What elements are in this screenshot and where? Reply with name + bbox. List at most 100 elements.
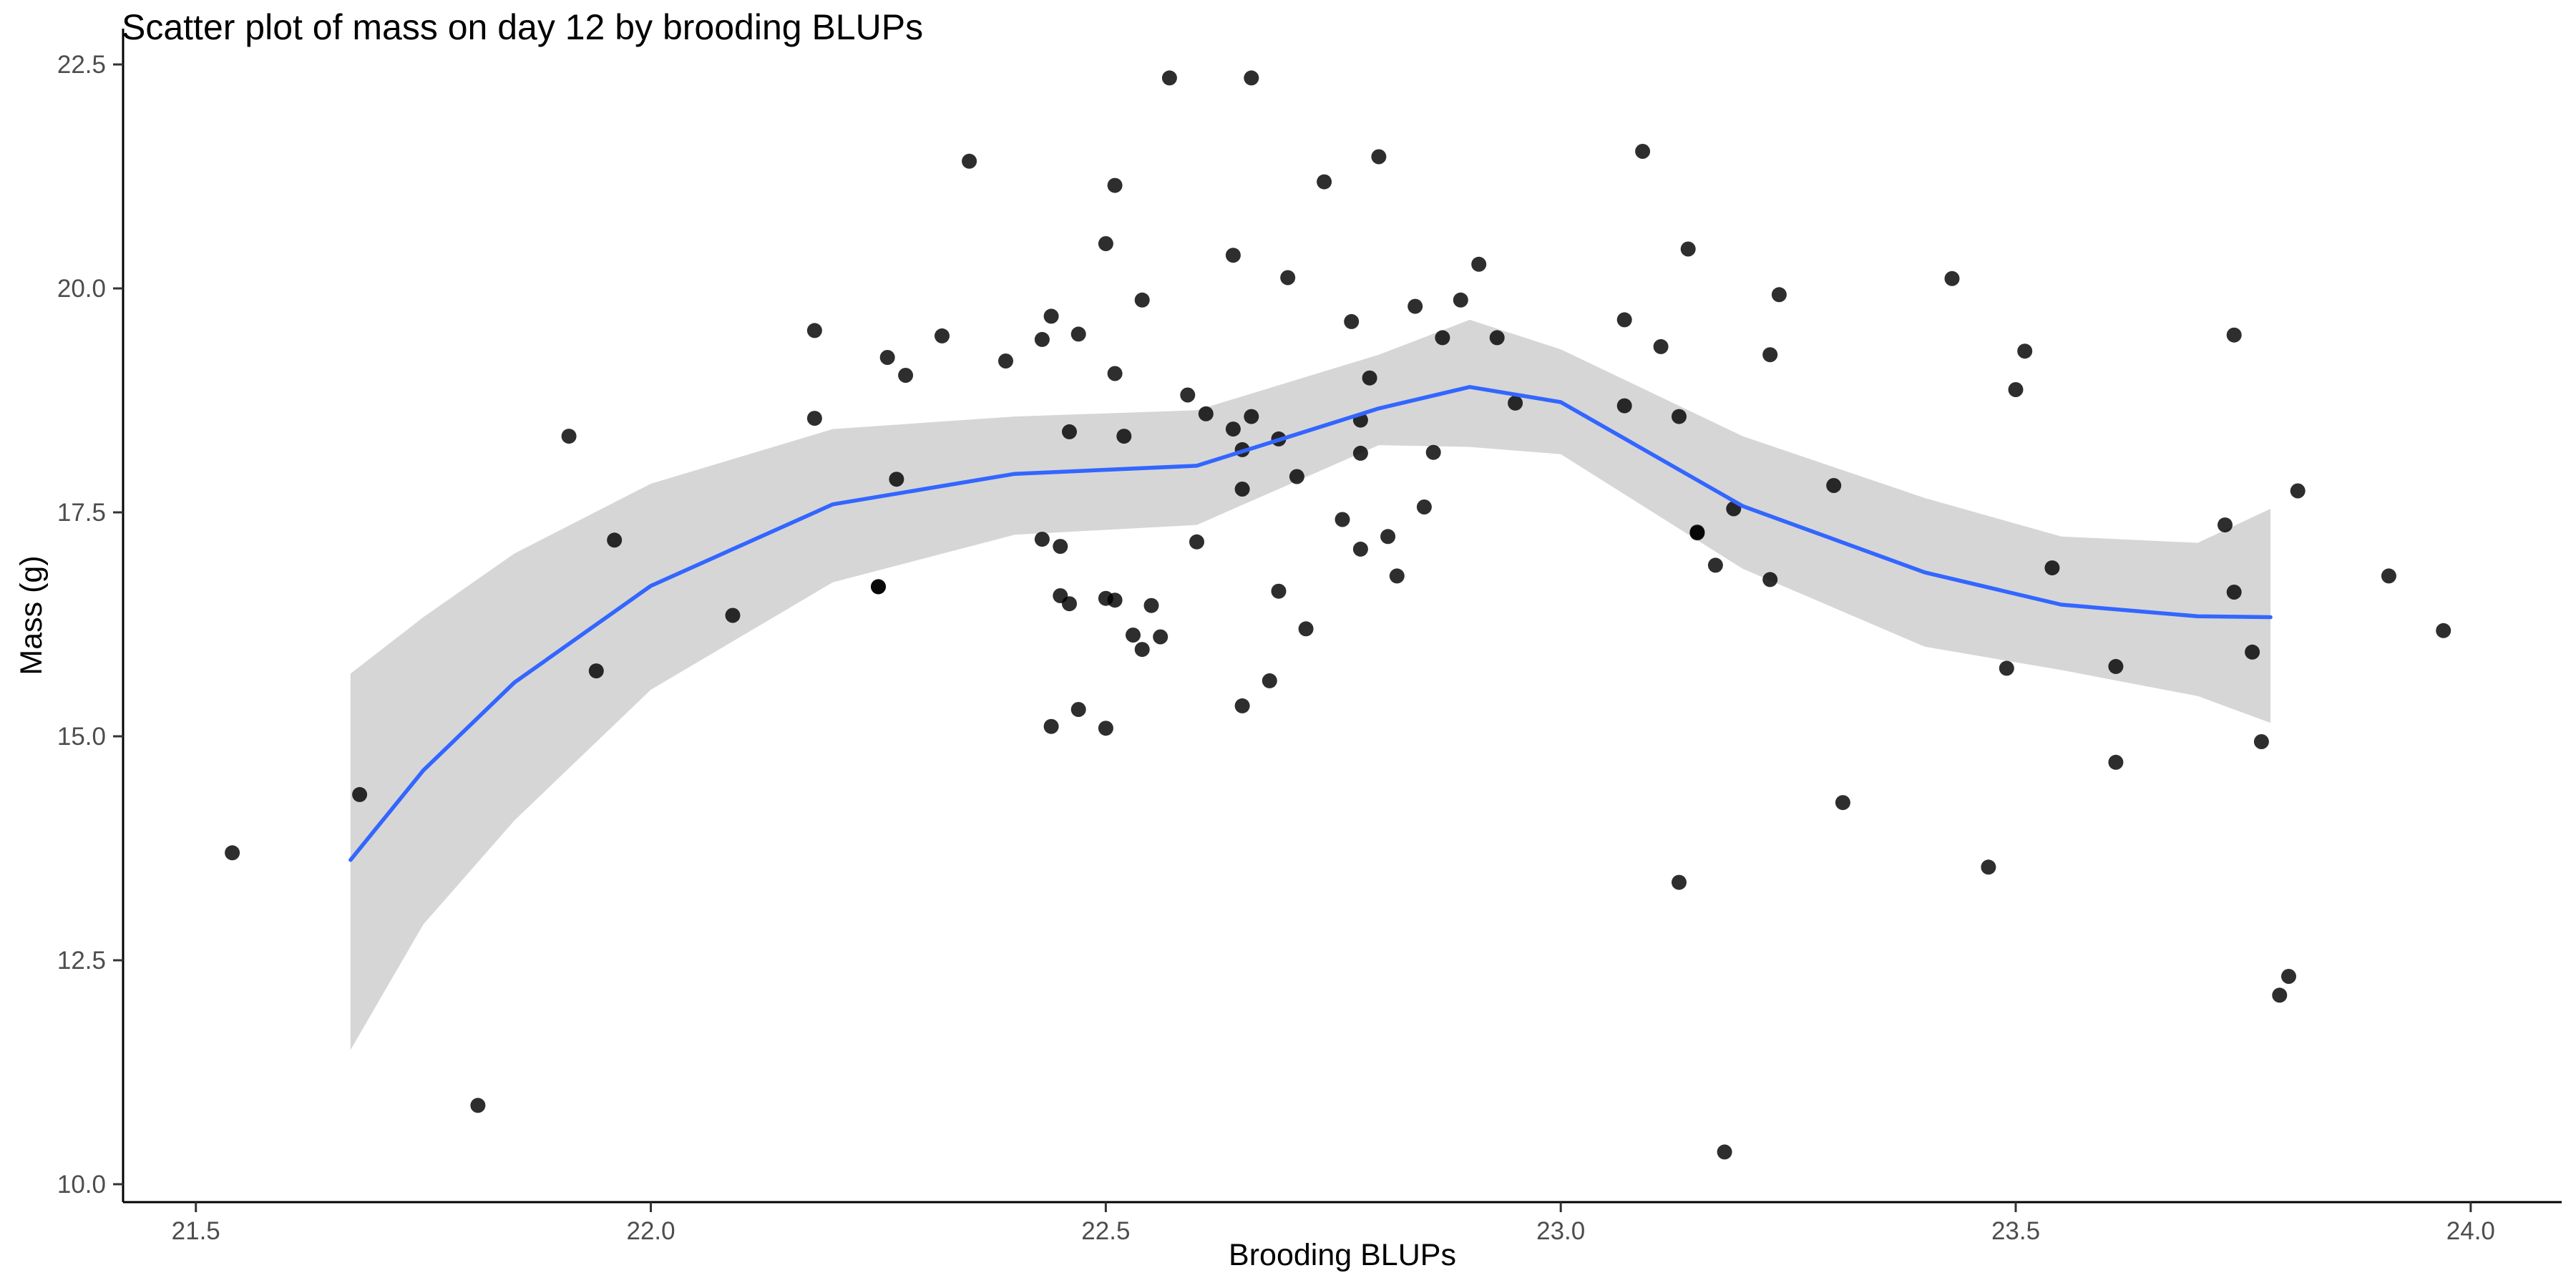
data-point [1107, 366, 1123, 381]
data-point [1672, 409, 1687, 424]
data-point [1134, 642, 1150, 658]
data-point [1143, 597, 1159, 613]
x-tick-label: 23.0 [1536, 1217, 1585, 1245]
data-point [1944, 270, 1960, 286]
x-tick-label: 21.5 [172, 1217, 220, 1245]
smooth-line-layer [348, 385, 2273, 862]
y-tick-label: 10.0 [57, 1171, 106, 1199]
x-axis-label: Brooding BLUPs [1229, 1238, 1456, 1272]
data-point [871, 579, 886, 595]
data-point [2245, 644, 2260, 660]
chart-title: Scatter plot of mass on day 12 by broodi… [122, 7, 923, 47]
data-point [1435, 330, 1450, 346]
data-point [1062, 424, 1077, 439]
data-point [225, 845, 240, 861]
data-point [1062, 596, 1077, 612]
data-point [1098, 721, 1113, 736]
data-point [2218, 517, 2233, 533]
smooth-line [348, 385, 2273, 862]
data-point [1317, 174, 1332, 190]
data-point [588, 663, 604, 679]
data-point [1389, 568, 1405, 584]
data-point [998, 353, 1013, 369]
data-point [1189, 534, 1204, 550]
x-tick-label: 24.0 [2446, 1217, 2495, 1245]
data-point [1034, 331, 1050, 347]
x-tick-label: 22.5 [1081, 1217, 1130, 1245]
data-point [1225, 248, 1241, 263]
data-point [1407, 298, 1423, 314]
data-point [1107, 592, 1123, 608]
x-tick-label: 23.5 [1991, 1217, 2040, 1245]
data-point [1225, 421, 1241, 437]
data-point [1717, 1144, 1732, 1160]
data-point [1999, 660, 2014, 676]
points-layer [225, 70, 2451, 1160]
data-point [725, 608, 741, 623]
data-point [1489, 330, 1505, 346]
data-point [1352, 445, 1368, 461]
data-point [898, 368, 914, 383]
data-point [607, 532, 623, 548]
data-point [879, 350, 895, 365]
data-point [2272, 987, 2288, 1003]
data-point [1244, 70, 1259, 86]
data-point [962, 153, 977, 169]
data-point [2017, 343, 2033, 359]
data-point [1043, 718, 1059, 734]
data-point [1298, 621, 1314, 637]
data-point [1180, 387, 1196, 403]
data-point [1453, 292, 1468, 308]
data-point [1198, 406, 1214, 421]
data-point [1271, 583, 1287, 599]
data-point [1371, 149, 1387, 165]
y-tick-label: 20.0 [57, 275, 106, 303]
data-point [806, 411, 822, 426]
data-point [1161, 70, 1177, 86]
data-point [1689, 525, 1705, 541]
y-tick-label: 15.0 [57, 723, 106, 751]
y-axis-label: Mass (g) [14, 555, 49, 675]
data-point [2281, 969, 2296, 984]
data-point [1053, 539, 1068, 555]
data-point [1126, 628, 1141, 643]
data-point [1043, 308, 1059, 324]
data-point [2253, 734, 2269, 749]
y-axis-ticks: 10.0 12.5 15.0 17.5 20.0 22.5 [57, 51, 123, 1199]
data-point [1034, 532, 1050, 547]
data-point [1134, 292, 1150, 308]
data-point [2044, 560, 2060, 576]
data-point [2436, 623, 2451, 638]
data-point [1416, 499, 1432, 514]
data-point [1635, 144, 1651, 159]
data-point [1335, 512, 1350, 527]
data-point [470, 1098, 486, 1113]
x-tick-label: 22.0 [626, 1217, 675, 1245]
data-point [1289, 469, 1304, 484]
y-tick-label: 17.5 [57, 499, 106, 527]
data-point [2226, 585, 2242, 600]
data-point [1153, 629, 1169, 645]
confidence-band [350, 319, 2271, 1050]
data-point [1981, 859, 1996, 875]
y-tick-label: 22.5 [57, 51, 106, 79]
data-point [889, 472, 904, 487]
data-point [561, 429, 577, 444]
data-point [1244, 409, 1259, 424]
data-point [1616, 398, 1632, 414]
data-point [1098, 236, 1113, 251]
data-point [1762, 347, 1778, 363]
data-point [1262, 673, 1277, 688]
data-point [1380, 529, 1396, 545]
data-point [1707, 557, 1723, 573]
data-point [1653, 338, 1669, 354]
data-point [1471, 256, 1487, 272]
data-point [1680, 241, 1696, 257]
data-point [1508, 395, 1523, 411]
data-point [1762, 572, 1778, 587]
data-point [935, 328, 950, 343]
data-point [1344, 313, 1360, 329]
data-point [2290, 483, 2306, 499]
